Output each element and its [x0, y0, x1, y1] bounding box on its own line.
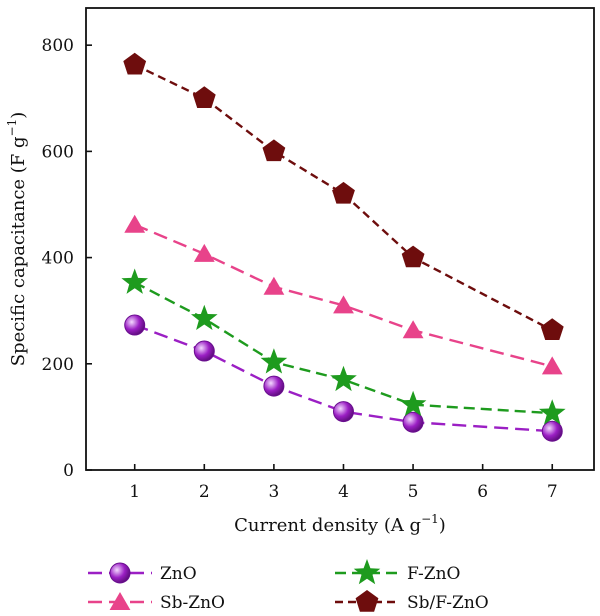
data-point [262, 139, 286, 162]
x-axis-title-main: Current density (A g [234, 515, 421, 536]
x-tick-label: 1 [129, 482, 140, 502]
data-point [193, 243, 215, 262]
series-zno [124, 314, 563, 442]
x-tick-label: 5 [408, 482, 419, 502]
y-axis-title-sup: −1 [5, 119, 19, 137]
data-point [193, 340, 215, 362]
legend-label: Sb/F-ZnO [407, 593, 489, 613]
y-tick-label: 200 [42, 355, 74, 375]
legend-marker [353, 559, 381, 585]
x-tick-label: 4 [338, 482, 349, 502]
y-tick-label: 600 [42, 142, 74, 162]
data-point [402, 411, 424, 433]
series-f-zno [121, 268, 566, 425]
data-point [330, 365, 357, 392]
data-point [541, 356, 563, 375]
data-point [538, 399, 566, 425]
data-point [263, 375, 285, 397]
data-point [541, 420, 563, 442]
data-point [260, 348, 288, 374]
data-point [540, 318, 564, 340]
legend-item: F-ZnO [335, 559, 460, 585]
data-point [123, 52, 147, 75]
axis-ticks: 1 2 3 4 5 6 7 0 200 400 600 800 [42, 36, 558, 502]
legend: ZnO Sb-ZnO F-ZnO Sb/F-ZnO [88, 559, 489, 613]
series-sb-f-zno [123, 52, 564, 340]
legend-marker [355, 590, 379, 612]
legend-item: ZnO [88, 562, 197, 584]
data-point [333, 295, 354, 314]
legend-marker [109, 562, 131, 584]
data-point [124, 314, 146, 336]
x-tick-label: 7 [547, 482, 558, 502]
y-tick-label: 400 [42, 249, 74, 269]
x-axis-title-sup: −1 [421, 512, 439, 526]
y-tick-label: 800 [42, 36, 74, 56]
data-point [263, 276, 285, 295]
legend-label: Sb-ZnO [160, 593, 225, 613]
series-layer [121, 52, 566, 442]
series-line [134, 323, 553, 433]
legend-item: Sb-ZnO [88, 592, 225, 613]
series-line [134, 223, 553, 368]
y-tick-label: 0 [63, 461, 74, 481]
legend-label: ZnO [160, 564, 197, 584]
x-axis-title: Current density (A g−1) [234, 512, 446, 536]
data-point [332, 181, 355, 204]
data-point [124, 214, 146, 233]
y-axis-title: Specific capacitance (F g−1) [5, 112, 29, 367]
x-tick-label: 2 [199, 482, 210, 502]
data-point [121, 268, 148, 294]
data-point [191, 304, 218, 330]
legend-label: F-ZnO [407, 564, 460, 584]
series-line [134, 281, 553, 415]
x-axis-title-end: ) [439, 515, 446, 536]
x-tick-label: 6 [477, 482, 488, 502]
x-tick-label: 3 [268, 482, 279, 502]
plot-frame [85, 7, 595, 471]
y-axis-title-main: Specific capacitance (F g [8, 136, 29, 366]
data-point [402, 320, 424, 339]
data-point [399, 390, 427, 416]
series-sb-zno [124, 214, 563, 375]
data-point [192, 86, 216, 108]
series-line [134, 63, 553, 332]
legend-marker [109, 592, 131, 610]
data-point [401, 245, 425, 268]
data-point [332, 401, 354, 423]
legend-item: Sb/F-ZnO [335, 590, 489, 613]
y-axis-title-end: ) [8, 112, 29, 119]
